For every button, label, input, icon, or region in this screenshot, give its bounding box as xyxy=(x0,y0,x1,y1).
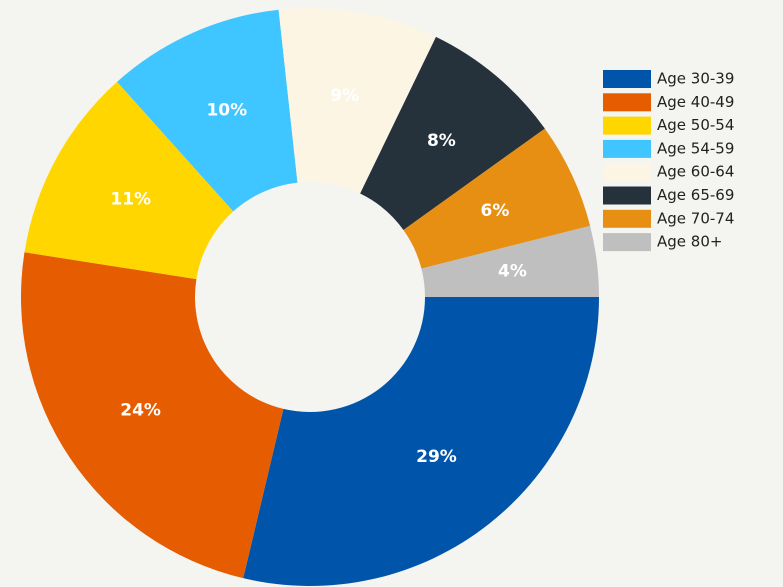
legend-swatch xyxy=(603,93,651,112)
legend-swatch xyxy=(603,116,651,135)
legend-label: Age 40-49 xyxy=(657,93,734,111)
legend-label: Age 54-59 xyxy=(657,139,734,157)
donut-segment xyxy=(243,297,599,586)
legend-label: Age 60-64 xyxy=(657,163,734,181)
donut-segment xyxy=(21,252,284,579)
legend-label: Age 70-74 xyxy=(657,209,734,227)
donut-segment xyxy=(421,225,599,297)
legend-label: Age 30-39 xyxy=(657,70,734,88)
donut-segment xyxy=(403,128,591,269)
legend-swatch xyxy=(603,209,651,228)
legend-label: Age 65-69 xyxy=(657,186,734,204)
donut-segment xyxy=(360,36,545,230)
legend-swatch xyxy=(603,70,651,88)
data-label: 6% xyxy=(481,201,510,221)
donut-segment xyxy=(24,81,234,280)
data-label: 24% xyxy=(120,401,161,421)
data-label: 29% xyxy=(416,447,457,467)
data-label: 9% xyxy=(330,86,359,106)
legend-label: Age 80+ xyxy=(657,233,722,251)
legend-swatch xyxy=(603,186,651,205)
data-label: 11% xyxy=(110,190,151,210)
legend-swatch xyxy=(603,233,651,252)
donut-segment xyxy=(278,7,436,194)
data-label: 10% xyxy=(206,101,247,121)
legend-swatch xyxy=(603,163,651,182)
legend-label: Age 50-54 xyxy=(657,116,734,134)
legend-swatch xyxy=(603,139,651,158)
data-label: 4% xyxy=(498,262,527,282)
data-label: 8% xyxy=(427,131,456,151)
donut-segment xyxy=(117,9,298,212)
